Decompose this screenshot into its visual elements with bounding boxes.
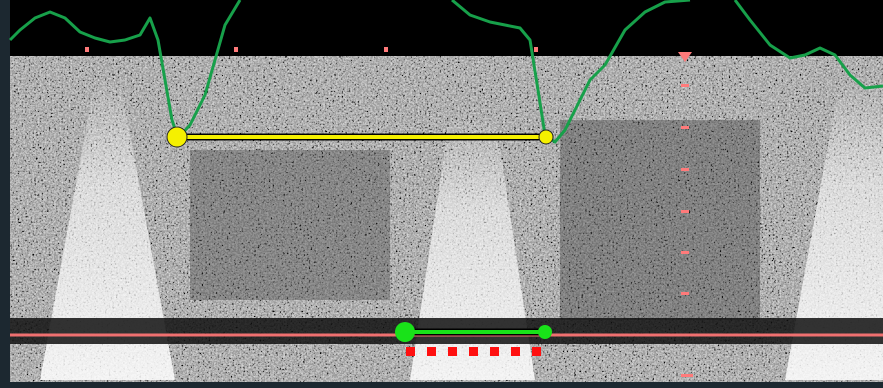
red-dot-markers bbox=[406, 347, 541, 356]
doppler-envelope bbox=[40, 80, 175, 380]
yellow-caliper-end-handle[interactable] bbox=[538, 129, 554, 145]
doppler-envelope bbox=[785, 80, 883, 380]
scale-markers bbox=[85, 47, 693, 377]
green-caliper-end-handle[interactable] bbox=[538, 325, 552, 339]
triangle-down-icon bbox=[678, 52, 692, 62]
yellow-caliper[interactable] bbox=[166, 126, 554, 148]
doppler-envelope bbox=[410, 115, 535, 380]
spectral-area bbox=[10, 56, 883, 382]
yellow-caliper-start-handle[interactable] bbox=[166, 126, 188, 148]
green-caliper[interactable] bbox=[395, 322, 552, 342]
ecg-header-strip bbox=[10, 0, 883, 56]
green-caliper-start-handle[interactable] bbox=[395, 322, 415, 342]
ecg-trace bbox=[8, 0, 883, 144]
